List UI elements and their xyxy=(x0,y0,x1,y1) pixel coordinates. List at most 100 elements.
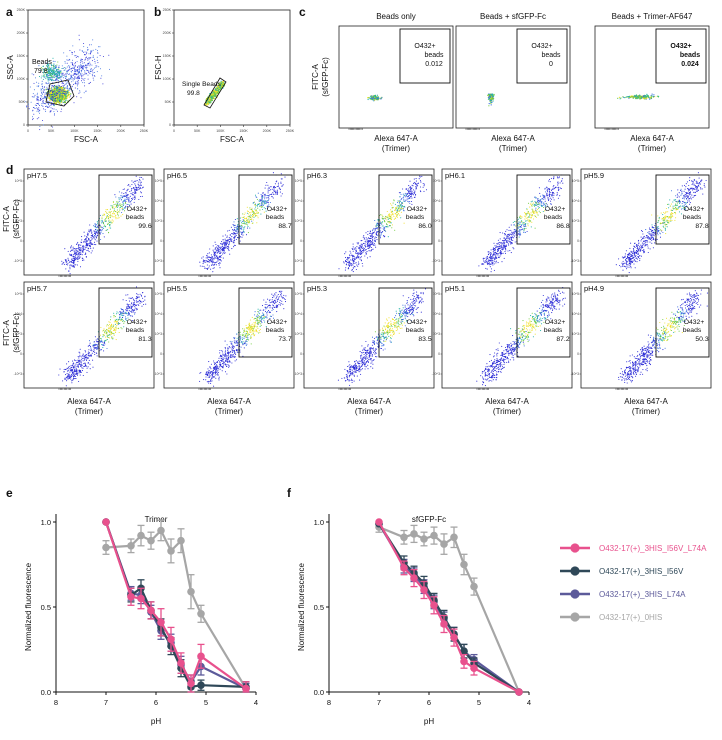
scatter-point xyxy=(38,96,39,98)
scatter-point xyxy=(64,66,66,69)
scatter-point xyxy=(77,67,78,68)
scatter-point xyxy=(86,246,88,248)
scatter-point xyxy=(206,102,208,104)
scatter-point xyxy=(84,85,86,87)
y-axis-label: FITC-A xyxy=(311,63,320,89)
scatter-point xyxy=(64,76,66,78)
scatter-point xyxy=(645,96,647,98)
scatter-point xyxy=(234,218,236,221)
scatter-point xyxy=(132,197,134,199)
scatter-point xyxy=(639,97,642,99)
scatter-point xyxy=(378,97,380,99)
scatter-point xyxy=(103,236,105,238)
scatter-point xyxy=(65,72,67,74)
scatter-point xyxy=(228,250,230,252)
scatter-point xyxy=(46,77,48,79)
scatter-point xyxy=(81,64,83,66)
scatter-point xyxy=(59,86,62,89)
scatter-point xyxy=(44,95,46,97)
scatter-point xyxy=(88,71,90,73)
scatter-point xyxy=(56,70,58,72)
scatter-point xyxy=(85,90,87,92)
scatter-point xyxy=(87,58,89,60)
scatter-point xyxy=(90,239,92,242)
scatter-point xyxy=(219,262,221,264)
scatter-point xyxy=(85,252,87,254)
scatter-point xyxy=(71,76,73,78)
scatter-point xyxy=(53,72,55,74)
scatter-point xyxy=(374,94,376,96)
scatter-point xyxy=(228,246,230,248)
scatter-point xyxy=(81,80,82,82)
scatter-point xyxy=(93,234,96,236)
scatter-point xyxy=(219,248,221,250)
scatter-point xyxy=(78,56,80,58)
scatter-point xyxy=(48,72,50,74)
scatter-point xyxy=(97,230,99,232)
scatter-point xyxy=(52,69,54,71)
scatter-point xyxy=(265,202,267,204)
scatter-point xyxy=(87,46,89,48)
scatter-point xyxy=(108,216,110,218)
scatter-point xyxy=(47,79,49,81)
scatter-point xyxy=(42,99,44,101)
scatter-point xyxy=(32,118,34,120)
scatter-point xyxy=(49,77,51,79)
scatter-point xyxy=(65,260,67,262)
scatter-point xyxy=(69,50,71,52)
scatter-point xyxy=(116,209,118,211)
scatter-point xyxy=(93,237,96,239)
scatter-point xyxy=(80,249,82,251)
scatter-point xyxy=(95,48,97,50)
scatter-point xyxy=(235,234,237,236)
scatter-point xyxy=(43,75,45,77)
scatter-point xyxy=(93,243,95,245)
scatter-point xyxy=(109,68,110,70)
scatter-point xyxy=(69,266,71,268)
scatter-point xyxy=(240,220,242,222)
scatter-point xyxy=(67,59,69,61)
scatter-point xyxy=(266,199,268,202)
scatter-point xyxy=(228,242,230,244)
scatter-point xyxy=(134,197,136,199)
scatter-point xyxy=(72,248,74,250)
scatter-point xyxy=(112,222,114,224)
axis-b-y-tick-label: 0 xyxy=(169,123,171,127)
scatter-point xyxy=(85,241,87,243)
scatter-point xyxy=(241,236,243,238)
scatter-point xyxy=(211,262,214,264)
scatter-point xyxy=(247,232,249,234)
scatter-point xyxy=(233,240,235,242)
scatter-point xyxy=(39,129,41,131)
scatter-point xyxy=(40,97,42,99)
scatter-point xyxy=(79,256,81,258)
scatter-point xyxy=(121,211,123,214)
scatter-point xyxy=(69,65,71,67)
scatter-point xyxy=(58,66,60,69)
scatter-point xyxy=(77,88,79,90)
panel-letter-c: c xyxy=(299,5,306,19)
scatter-point xyxy=(31,73,33,75)
scatter-point xyxy=(53,64,55,66)
scatter-point xyxy=(55,75,57,78)
scatter-point xyxy=(241,228,243,230)
scatter-point xyxy=(67,91,68,93)
scatter-point xyxy=(256,222,258,224)
scatter-point xyxy=(268,198,270,200)
scatter-point xyxy=(209,248,211,250)
scatter-point xyxy=(121,197,123,199)
scatter-point xyxy=(83,79,85,81)
scatter-point xyxy=(91,236,93,238)
scatter-point xyxy=(71,250,73,252)
scatter-point xyxy=(87,64,89,66)
scatter-point xyxy=(617,97,619,99)
scatter-point xyxy=(233,242,235,244)
scatter-point xyxy=(70,95,71,97)
scatter-point xyxy=(95,225,97,228)
scatter-point xyxy=(256,204,258,206)
scatter-point xyxy=(75,55,77,57)
scatter-point xyxy=(276,191,278,193)
scatter-point xyxy=(71,85,73,87)
plot-c-frame xyxy=(455,25,571,129)
scatter-point xyxy=(81,239,83,241)
